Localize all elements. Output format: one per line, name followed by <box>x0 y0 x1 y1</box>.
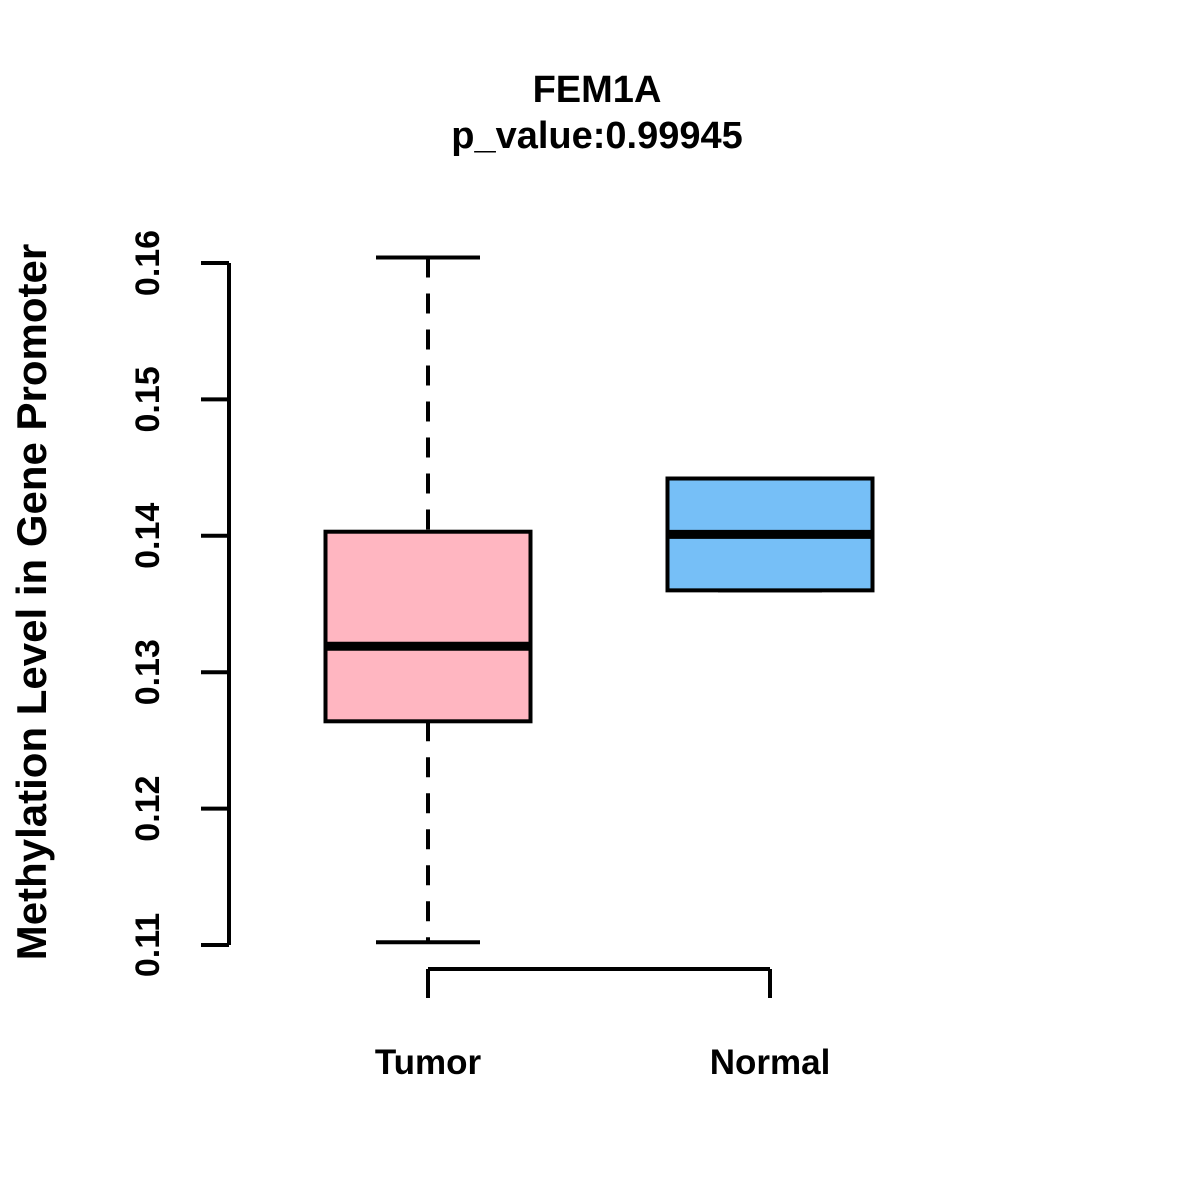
category-label-tumor: Tumor <box>375 1043 482 1082</box>
chart-title: FEM1A <box>532 69 662 111</box>
category-label-normal: Normal <box>710 1043 831 1082</box>
chart-title-block: FEM1A p_value:0.99945 <box>451 67 743 159</box>
y-tick-label: 0.13 <box>129 639 167 705</box>
box-tumor <box>323 529 533 724</box>
y-tick-label: 0.12 <box>129 776 167 842</box>
chart-subtitle: p_value:0.99945 <box>451 115 743 157</box>
y-tick-label: 0.16 <box>129 230 167 296</box>
y-tick-label: 0.11 <box>129 913 167 977</box>
y-tick-label: 0.14 <box>129 503 167 569</box>
y-tick-label: 0.15 <box>129 366 167 432</box>
y-axis-label: Methylation Level in Gene Promoter <box>8 243 55 961</box>
